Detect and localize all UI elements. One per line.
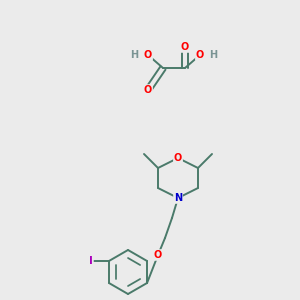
Text: O: O (174, 153, 182, 163)
Text: O: O (181, 42, 189, 52)
Text: O: O (154, 250, 162, 260)
Text: O: O (196, 50, 204, 60)
Text: I: I (89, 256, 93, 266)
Text: H: H (130, 50, 138, 60)
Text: O: O (144, 85, 152, 95)
Text: H: H (209, 50, 217, 60)
Text: O: O (144, 50, 152, 60)
Text: N: N (174, 193, 182, 203)
